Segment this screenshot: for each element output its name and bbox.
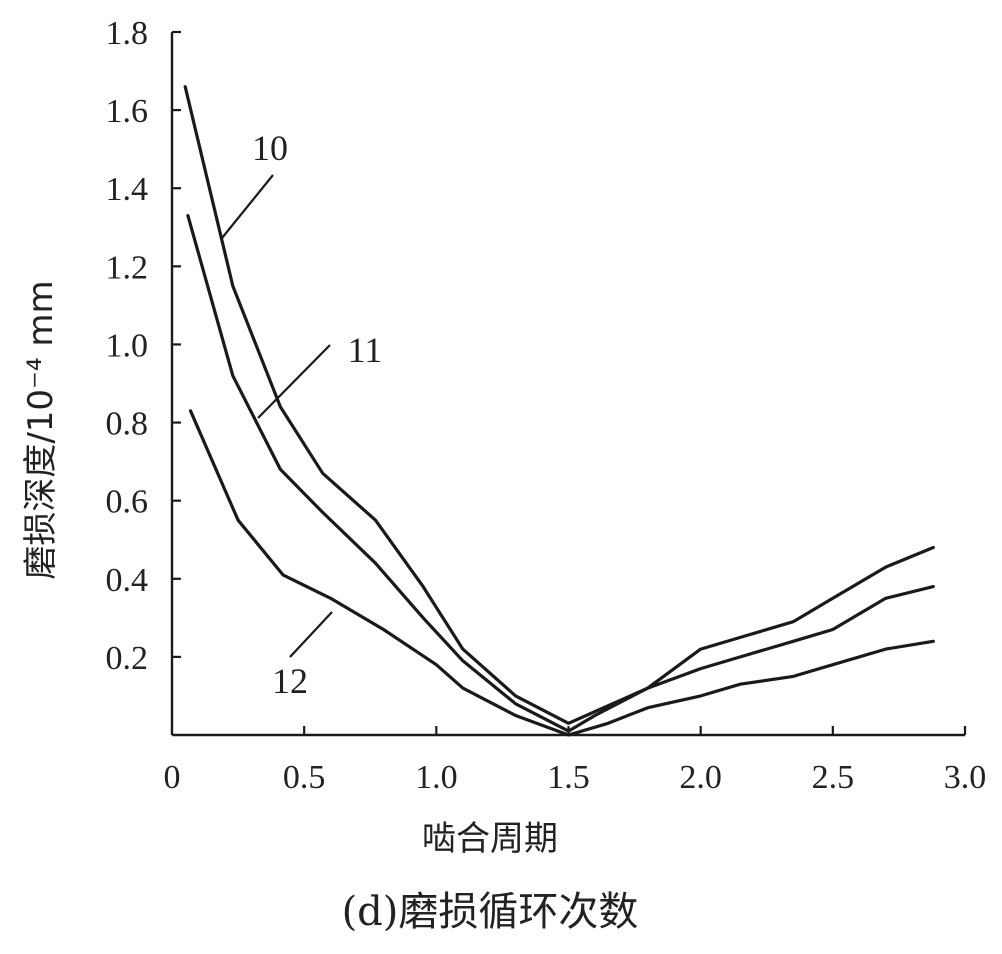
y-tick-label: 1.2 bbox=[106, 249, 149, 286]
series-line-10 bbox=[183, 85, 935, 725]
y-tick-label: 1.0 bbox=[106, 327, 149, 364]
y-tick-label: 0.2 bbox=[106, 640, 149, 677]
series-label-11: 11 bbox=[348, 330, 383, 370]
y-tick-label: 1.4 bbox=[106, 171, 149, 208]
y-axis-title: 磨损深度/10⁻⁴ mm bbox=[21, 280, 61, 579]
series-line-12 bbox=[188, 409, 935, 737]
leader-line-10 bbox=[221, 174, 274, 239]
y-tick-label: 0.4 bbox=[106, 562, 149, 599]
x-tick-label: 3.0 bbox=[944, 759, 987, 796]
series-label-10: 10 bbox=[252, 128, 288, 168]
x-tick-label: 2.0 bbox=[679, 759, 722, 796]
x-tick-label: 1.5 bbox=[547, 759, 590, 796]
y-tick-label: 0.8 bbox=[106, 406, 149, 443]
x-axis-title: 啮合周期 bbox=[422, 819, 558, 859]
series-line-11 bbox=[186, 214, 935, 733]
y-tick-label: 1.6 bbox=[106, 93, 149, 130]
leader-line-12 bbox=[289, 611, 333, 658]
y-tick-label: 0.6 bbox=[106, 484, 149, 521]
x-tick-label: 2.5 bbox=[812, 759, 855, 796]
series-label-12: 12 bbox=[272, 661, 308, 701]
x-tick-label: 1.0 bbox=[415, 759, 458, 796]
x-tick-label: 0 bbox=[164, 759, 181, 796]
figure-caption: (d)磨损循环次数 bbox=[342, 889, 639, 935]
leader-line-11 bbox=[257, 344, 331, 419]
y-tick-label: 1.8 bbox=[106, 15, 149, 52]
x-tick-label: 0.5 bbox=[283, 759, 326, 796]
